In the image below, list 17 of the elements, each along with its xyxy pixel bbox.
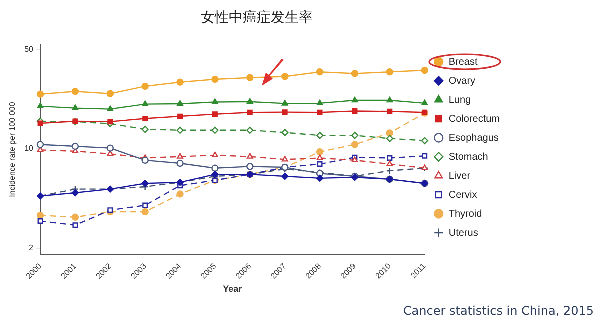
y-tick-label: 50 <box>24 44 34 54</box>
legend-label: Stomach <box>448 152 488 163</box>
legend-label: Lung <box>448 94 472 106</box>
legend-label: Cervix <box>448 190 478 201</box>
y-axis-title: Incidence rate per 100 000 <box>8 102 18 198</box>
text: Cancer statistics in China, 2015 <box>403 304 594 318</box>
legend-label: Uterus <box>448 228 478 239</box>
legend-label: Breast <box>448 56 478 68</box>
legend-label: Colorectum <box>448 114 500 125</box>
legend-label: Esophagus <box>448 132 499 144</box>
x-axis-title: Year <box>223 284 243 294</box>
y-tick-label: 2 <box>29 244 34 253</box>
y-tick-label: 10 <box>24 144 34 154</box>
legend-label: Ovary <box>448 76 476 87</box>
chart-title: 女性中癌症发生率 <box>201 10 313 26</box>
legend-label: Thyroid <box>448 208 482 220</box>
legend-label: Liver <box>448 170 472 182</box>
